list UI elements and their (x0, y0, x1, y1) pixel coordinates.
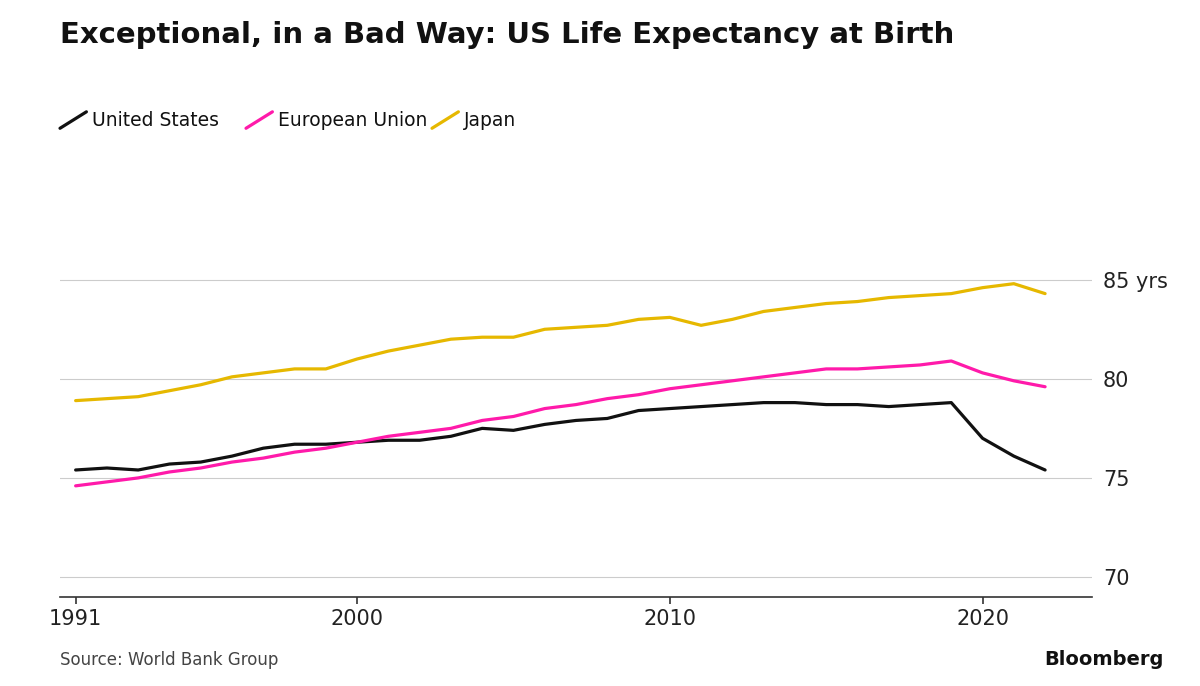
Text: European Union: European Union (278, 110, 427, 130)
Text: Japan: Japan (464, 110, 517, 130)
Text: Source: World Bank Group: Source: World Bank Group (60, 651, 278, 669)
Text: Exceptional, in a Bad Way: US Life Expectancy at Birth: Exceptional, in a Bad Way: US Life Expec… (60, 21, 954, 49)
Text: United States: United States (92, 110, 220, 130)
Text: Bloomberg: Bloomberg (1045, 650, 1164, 669)
